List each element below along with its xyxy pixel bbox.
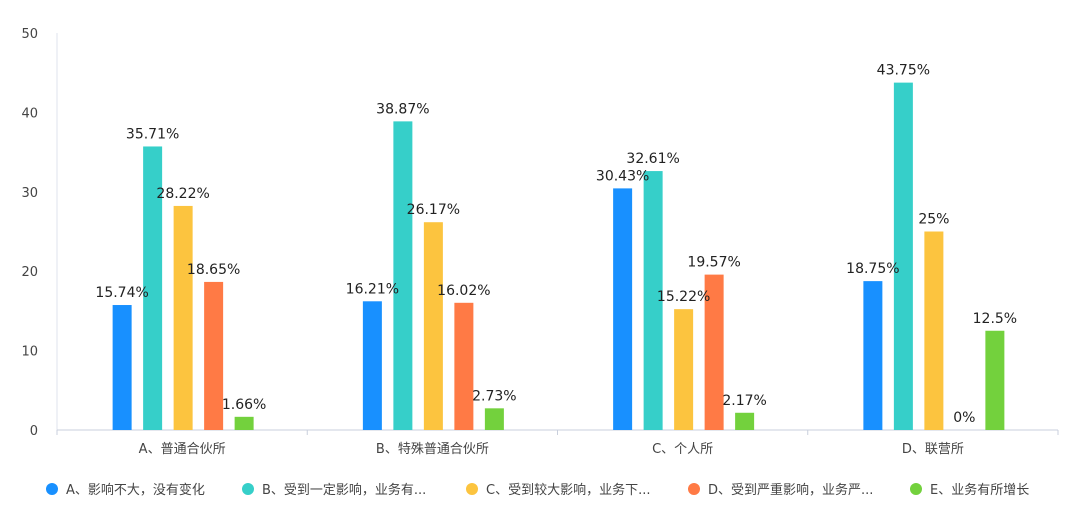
y-tick-label: 30 xyxy=(21,186,38,201)
category-label: D、联营所 xyxy=(902,442,964,457)
data-label: 16.02% xyxy=(437,283,490,299)
bar[interactable] xyxy=(204,281,224,430)
bar[interactable] xyxy=(613,188,633,430)
bar[interactable] xyxy=(143,146,163,431)
legend-item[interactable]: B、受到一定影响，业务有... xyxy=(242,482,426,498)
category-label: A、普通合伙所 xyxy=(139,442,226,457)
bar[interactable] xyxy=(863,281,883,430)
legend[interactable]: A、影响不大，没有变化 B、受到一定影响，业务有... C、受到较大影响，业务下..… xyxy=(46,482,1029,498)
legend-item[interactable]: E、业务有所增长 xyxy=(910,482,1029,498)
data-label: 2.73% xyxy=(472,388,516,404)
data-label: 15.22% xyxy=(657,289,710,305)
bar[interactable] xyxy=(704,274,724,430)
data-label: 1.66% xyxy=(222,397,266,413)
bar[interactable] xyxy=(362,301,382,430)
bar[interactable] xyxy=(454,302,474,430)
category-label: B、特殊普通合伙所 xyxy=(376,442,489,457)
bar[interactable] xyxy=(393,121,413,431)
legend-marker xyxy=(688,483,700,495)
data-label: 16.21% xyxy=(346,281,399,297)
bar[interactable] xyxy=(643,171,663,430)
y-tick-label: 50 xyxy=(21,27,38,42)
legend-label: E、业务有所增长 xyxy=(930,482,1029,498)
legend-marker xyxy=(466,483,478,495)
bar[interactable] xyxy=(173,205,193,430)
data-label: 38.87% xyxy=(376,101,429,117)
legend-item[interactable]: A、影响不大，没有变化 xyxy=(46,482,205,498)
data-labels: 15.74% 35.71% 28.22% 18.65% 1.66% 16.21% 38.87… xyxy=(95,63,1017,426)
data-label: 30.43% xyxy=(596,168,649,184)
data-label: 18.65% xyxy=(187,262,240,278)
category-label: C、个人所 xyxy=(652,442,713,457)
bar[interactable] xyxy=(893,82,913,430)
data-label: 25% xyxy=(918,212,949,228)
data-label: 18.75% xyxy=(846,261,899,277)
legend-item[interactable]: D、受到严重影响，业务严... xyxy=(688,482,873,498)
data-label: 2.17% xyxy=(722,393,766,409)
bar[interactable] xyxy=(674,309,694,430)
bar[interactable] xyxy=(484,408,504,430)
legend-marker xyxy=(242,483,254,495)
bar[interactable] xyxy=(112,305,132,430)
y-tick-label: 40 xyxy=(21,106,38,121)
data-label: 26.17% xyxy=(407,202,460,218)
data-label: 12.5% xyxy=(973,311,1017,327)
data-label: 32.61% xyxy=(626,151,679,167)
axes: 0 10 20 30 40 50 A、普通合伙所 B、特殊普通合伙所 C、个人所 D、联营所 xyxy=(21,27,1059,457)
bar[interactable] xyxy=(924,231,944,431)
y-tick-label: 20 xyxy=(21,265,38,280)
bar[interactable] xyxy=(234,416,254,430)
bars xyxy=(112,82,1005,431)
legend-label: C、受到较大影响，业务下... xyxy=(486,482,650,498)
legend-item[interactable]: C、受到较大影响，业务下... xyxy=(466,482,650,498)
data-label: 19.57% xyxy=(687,255,740,271)
y-tick-label: 0 xyxy=(30,424,38,439)
legend-marker xyxy=(910,483,922,495)
data-label: 28.22% xyxy=(156,186,209,202)
data-label: 35.71% xyxy=(126,126,179,142)
bar[interactable] xyxy=(985,330,1005,430)
bar[interactable] xyxy=(735,412,755,430)
data-label: 15.74% xyxy=(95,285,148,301)
data-label: 0% xyxy=(953,410,975,426)
data-label: 43.75% xyxy=(877,63,930,79)
legend-label: A、影响不大，没有变化 xyxy=(66,482,205,498)
y-tick-label: 10 xyxy=(21,345,38,360)
legend-label: D、受到严重影响，业务严... xyxy=(708,482,873,498)
bar[interactable] xyxy=(423,222,443,430)
legend-label: B、受到一定影响，业务有... xyxy=(262,482,426,498)
legend-marker xyxy=(46,483,58,495)
